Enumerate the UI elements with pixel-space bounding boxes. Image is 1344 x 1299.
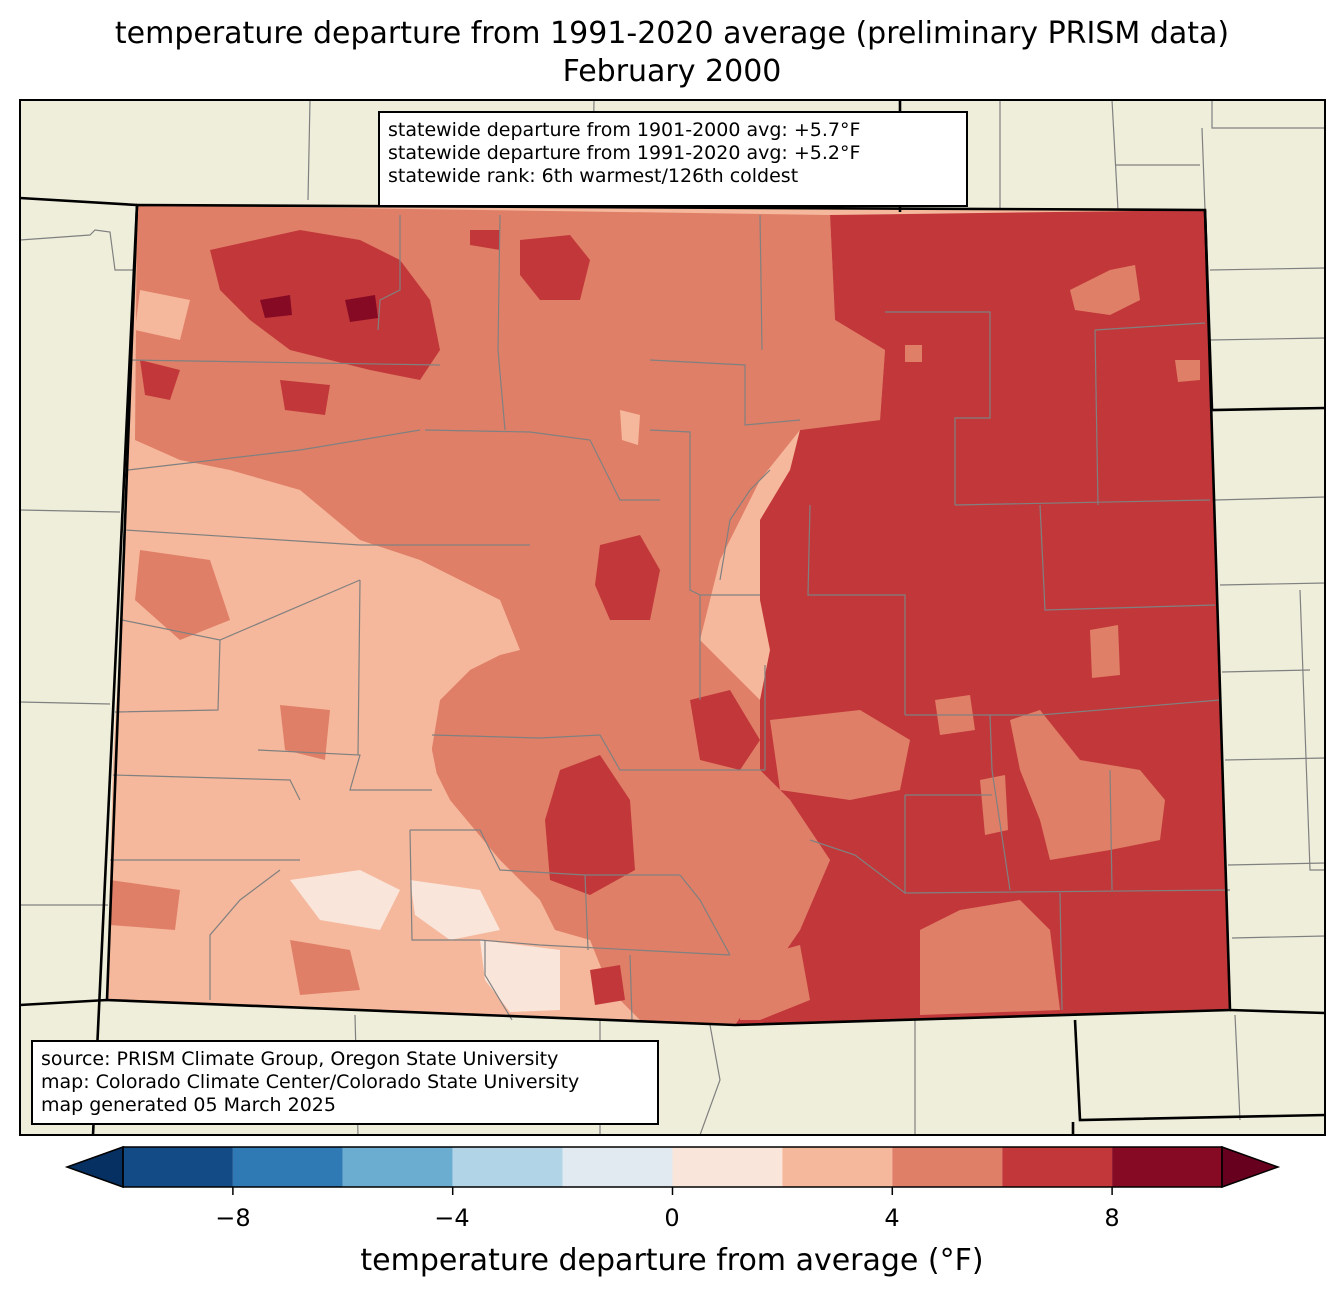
colorbar-bin [672, 1147, 783, 1187]
colorbar-bin [232, 1147, 343, 1187]
colorbar-over-arrow [1221, 1145, 1281, 1189]
colorbar-bin [123, 1147, 233, 1187]
colorbar-tick-label: −8 [215, 1204, 251, 1232]
stats-departure-1991: statewide departure from 1991-2020 avg: … [388, 142, 861, 164]
colorbar-bin [562, 1147, 673, 1187]
colorbar-title: temperature departure from average (°F) [360, 1243, 984, 1278]
stats-departure-1901: statewide departure from 1901-2000 avg: … [388, 119, 861, 141]
statewide-stats-box: statewide departure from 1901-2000 avg: … [378, 111, 968, 207]
colorbar-bin [1002, 1147, 1113, 1187]
map-credit-line: map: Colorado Climate Center/Colorado St… [41, 1071, 580, 1093]
map-frame [19, 99, 1326, 1136]
colorbar-bin [782, 1147, 893, 1187]
colorbar-under-arrow [64, 1145, 124, 1189]
colorbar-tick-label: −4 [434, 1204, 470, 1232]
generated-date-line: map generated 05 March 2025 [41, 1094, 336, 1116]
map-subtitle: February 2000 [562, 54, 782, 89]
colorbar-bin [342, 1147, 453, 1187]
colorbar-tick-label: 8 [1104, 1204, 1120, 1232]
source-box: source: PRISM Climate Group, Oregon Stat… [31, 1040, 659, 1125]
colorbar-tick-label: 0 [664, 1204, 680, 1232]
colorbar-bin [1112, 1147, 1222, 1187]
colorbar-tick-label: 4 [884, 1204, 900, 1232]
colorbar [64, 1145, 1281, 1195]
map-title: temperature departure from 1991-2020 ave… [114, 16, 1230, 51]
source-line: source: PRISM Climate Group, Oregon Stat… [41, 1048, 559, 1070]
colorbar-bin [452, 1147, 563, 1187]
colorado-anomaly-fill [107, 205, 1230, 1025]
colorado-county-lines [110, 214, 1231, 1021]
stats-rank: statewide rank: 6th warmest/126th coldes… [388, 165, 799, 187]
colorbar-bin [892, 1147, 1003, 1187]
